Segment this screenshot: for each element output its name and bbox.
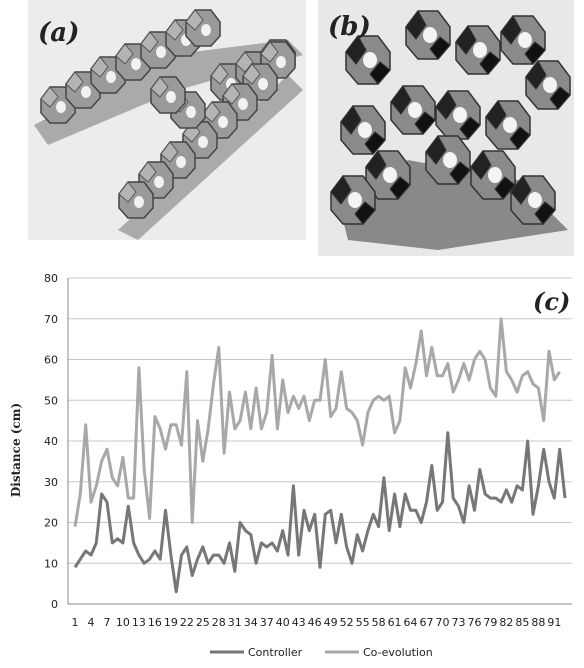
x-tick-label: 25 [196,616,210,629]
x-tick-label: 73 [451,616,465,629]
y-tick-label: 60 [44,354,58,367]
robot-chain-illustration [34,9,303,240]
y-tick-label: 30 [44,476,58,489]
y-tick-label: 40 [44,435,58,448]
series-line-co-evolution [73,317,561,527]
chart-legend: Controller Co-evolution [210,646,433,659]
panel-a-image: (a) [28,0,306,240]
x-tick-label: 85 [515,616,529,629]
x-tick-label: 13 [132,616,146,629]
x-tick-label: 43 [292,616,306,629]
legend-label: Co-evolution [363,646,433,659]
x-tick-label: 67 [420,616,434,629]
x-tick-label: 28 [212,616,226,629]
y-tick-label: 0 [51,598,58,611]
y-tick-label: 70 [44,313,58,326]
y-tick-label: 50 [44,394,58,407]
x-tick-label: 31 [228,616,242,629]
x-tick-label: 49 [324,616,338,629]
x-axis-ticks: 1 4 7 10 13 16 19 22 25 28 31 34 37 40 43 46 49 52 55 58 61 6… [72,616,562,629]
panel-c-label: (c) [533,287,570,316]
y-tick-label: 80 [44,272,58,285]
x-tick-label: 76 [467,616,481,629]
x-tick-label: 40 [276,616,290,629]
x-tick-label: 79 [483,616,497,629]
robot-cluster-illustration [330,10,571,250]
x-tick-label: 52 [340,616,354,629]
y-tick-label: 20 [44,517,58,530]
panel-a-label: (a) [38,18,80,48]
x-tick-label: 58 [372,616,386,629]
y-axis-ticks: 0 10 20 30 40 50 60 70 80 [44,272,58,611]
x-tick-label: 16 [148,616,162,629]
x-tick-label: 91 [547,616,561,629]
x-tick-label: 88 [531,616,545,629]
y-tick-label: 10 [44,557,58,570]
x-tick-label: 10 [116,616,130,629]
x-tick-label: 4 [87,616,94,629]
panel-b-image: (b) [318,0,574,256]
x-tick-label: 82 [499,616,513,629]
x-tick-label: 34 [244,616,258,629]
x-tick-label: 19 [164,616,178,629]
y-axis-label: Distance (cm) [9,403,23,497]
x-tick-label: 70 [436,616,450,629]
series-line-controller [73,431,567,594]
panel-b-label: (b) [328,12,371,42]
x-tick-label: 1 [72,616,79,629]
legend-label: Controller [248,646,303,659]
x-tick-label: 64 [404,616,418,629]
x-tick-label: 7 [103,616,110,629]
x-tick-label: 46 [308,616,322,629]
x-tick-label: 55 [356,616,370,629]
chart-series [73,317,567,594]
x-tick-label: 37 [260,616,274,629]
x-tick-label: 22 [180,616,194,629]
x-tick-label: 61 [388,616,402,629]
